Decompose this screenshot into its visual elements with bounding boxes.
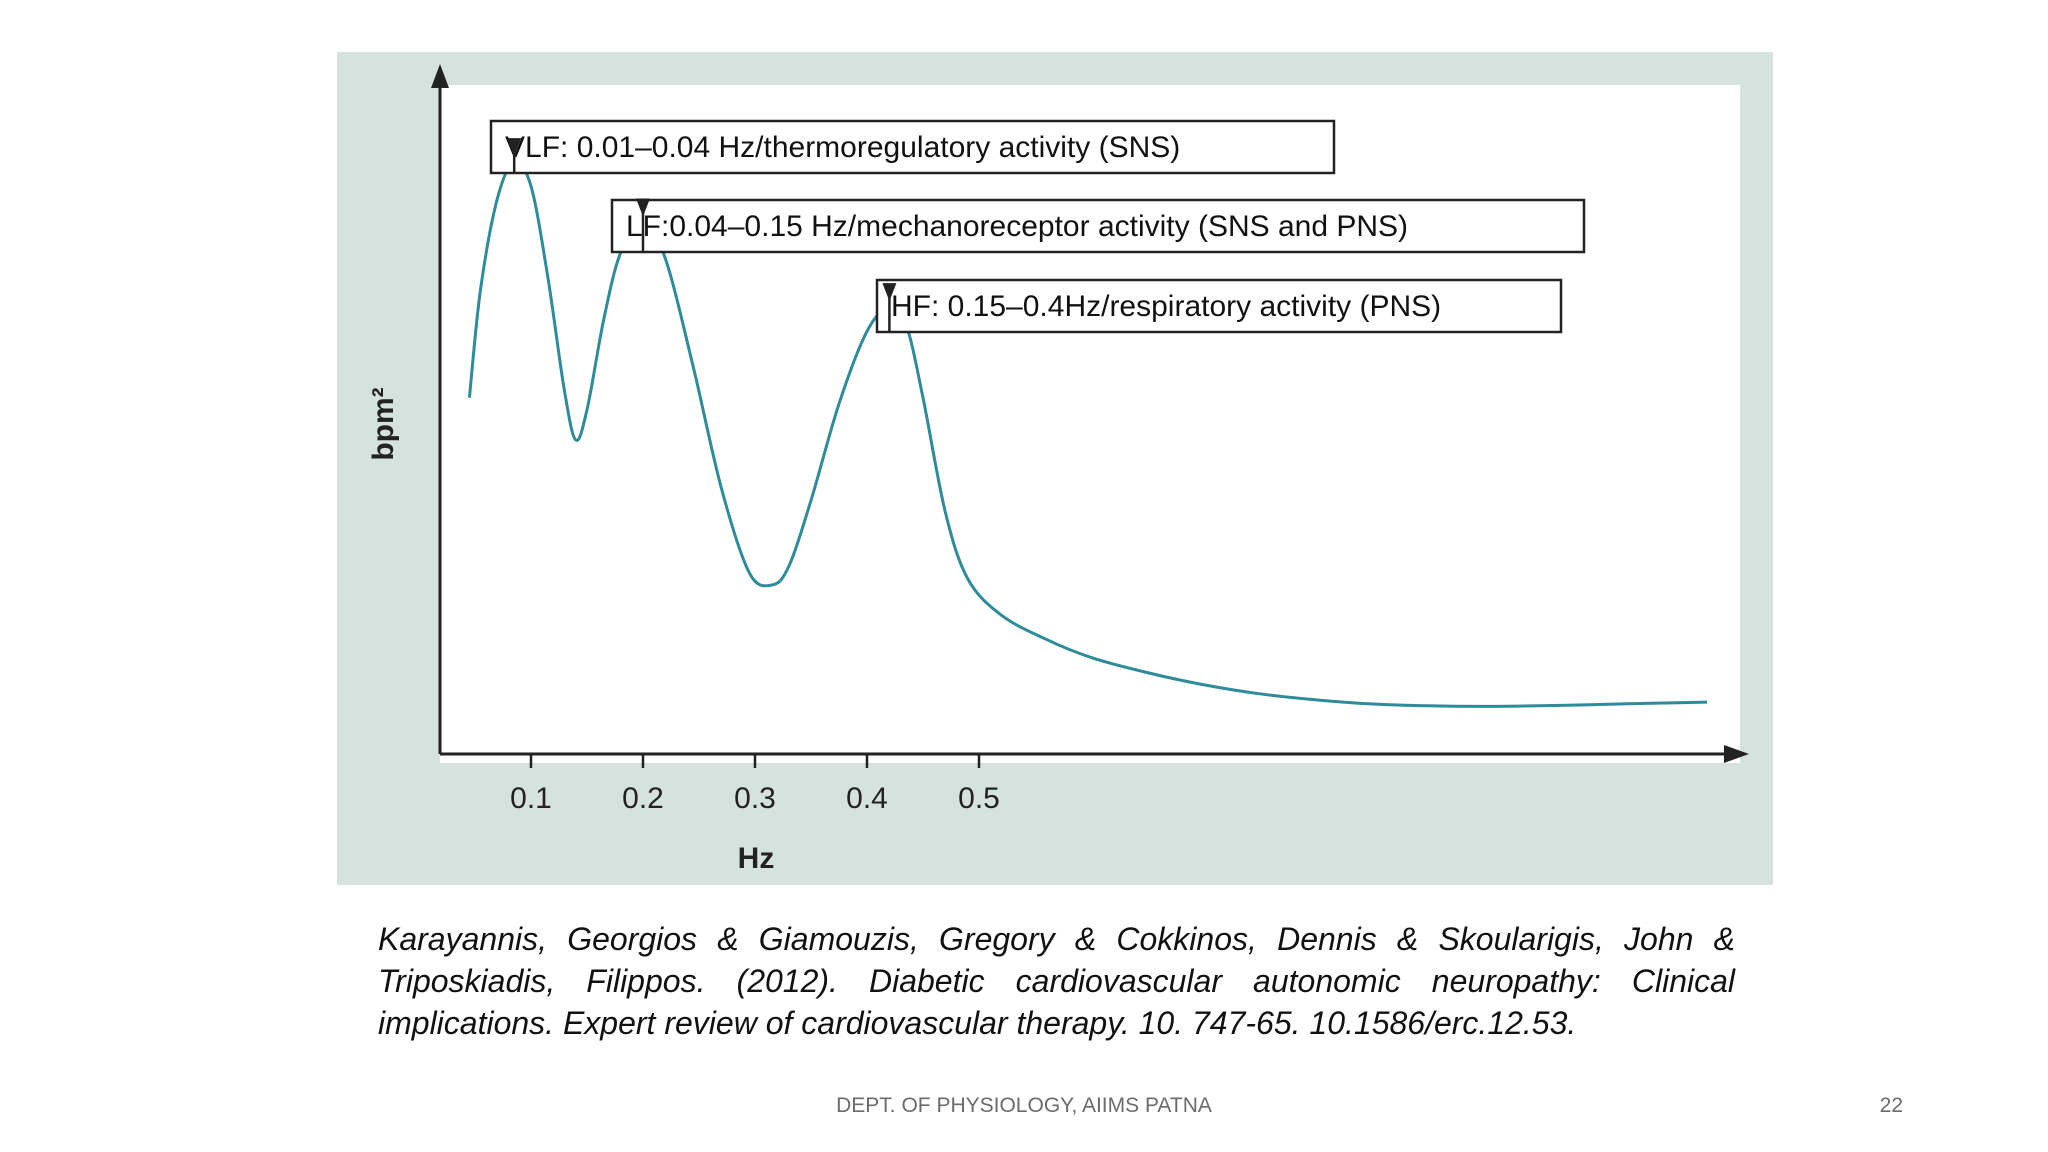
annotation-label: HF: 0.15–0.4Hz/respiratory activity (PNS…	[891, 290, 1441, 323]
annotation-callout: VLF: 0.01–0.04 Hz/thermoregulatory activ…	[489, 119, 1336, 175]
y-axis-label: bpm²	[367, 387, 400, 460]
spectrum-line	[467, 160, 1708, 708]
x-tick-label: 0.1	[510, 782, 552, 815]
x-tick-label: 0.5	[958, 782, 1000, 815]
x-ticks: 0.1 0.2 0.3 0.4 0.5	[510, 754, 1000, 815]
annotation-box	[489, 119, 1336, 175]
annotation-callout: HF: 0.15–0.4Hz/respiratory activity (PNS…	[875, 278, 1563, 334]
x-axis-arrowhead	[1724, 745, 1749, 763]
axes	[431, 64, 1749, 763]
annotation-label: VLF: 0.01–0.04 Hz/thermoregulatory activ…	[505, 131, 1180, 164]
x-tick-label: 0.4	[846, 782, 888, 815]
footer-department: DEPT. OF PHYSIOLOGY, AIIMS PATNA	[836, 1094, 1212, 1117]
plot-area	[440, 85, 1740, 763]
citation-text: Karayannis, Georgios & Giamouzis, Gregor…	[378, 921, 1735, 1041]
annotation-box	[610, 198, 1586, 254]
slide-number: 22	[1879, 1094, 1903, 1117]
hrv-spectrum-chart: 0.1 0.2 0.3 0.4 0.5 VLF: 0.01–0.04 Hz/thermo…	[367, 64, 1749, 875]
x-tick-label: 0.3	[734, 782, 776, 815]
x-tick-label: 0.2	[622, 782, 664, 815]
annotation-arrowhead	[507, 138, 522, 157]
annotation-arrowhead	[882, 283, 897, 302]
annotations: VLF: 0.01–0.04 Hz/thermoregulatory activ…	[489, 119, 1586, 334]
annotation-arrowhead	[636, 198, 650, 217]
y-axis-arrowhead	[431, 64, 449, 88]
chart-figure: 0.1 0.2 0.3 0.4 0.5 VLF: 0.01–0.04 Hz/thermo…	[337, 52, 1773, 885]
series-layer	[467, 160, 1708, 708]
x-axis-label: Hz	[738, 842, 775, 875]
annotation-label: LF:0.04–0.15 Hz/mechanoreceptor activity…	[626, 210, 1408, 243]
annotation-box	[875, 278, 1563, 334]
annotation-callout: LF:0.04–0.15 Hz/mechanoreceptor activity…	[610, 198, 1586, 254]
